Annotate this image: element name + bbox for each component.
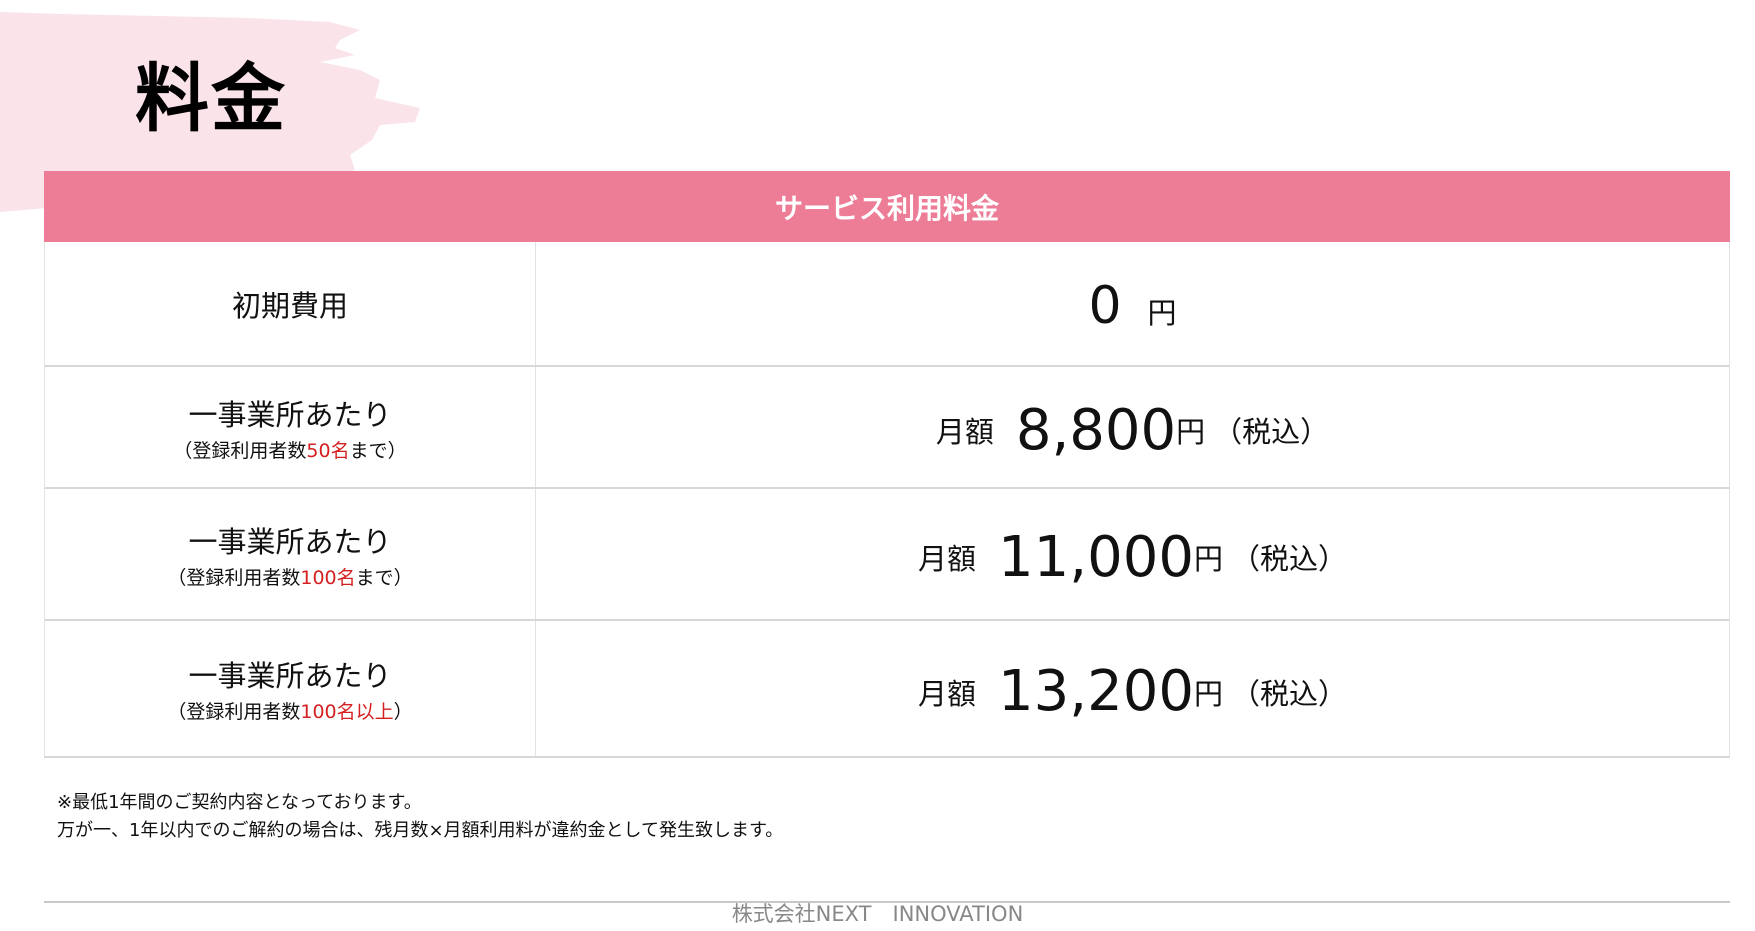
amount: 0 [1088,276,1122,336]
tax-note: （税込） [1230,542,1347,576]
row-label: 初期費用 [231,288,348,323]
row-label: 一事業所あたり [188,524,392,559]
table-row-initial-fee: 初期費用 0 円 [44,242,1730,367]
monthly-label: 月額 [935,415,994,449]
row-sublabel: （登録利用者数100名まで） [167,566,413,589]
row-label: 一事業所あたり [188,397,392,432]
unit: 円 [1193,542,1223,576]
note-line: 万が一、1年以内でのご解約の場合は、残月数×月額利用料が違約金として発生致します… [57,820,784,841]
tax-note: （税込） [1230,676,1347,711]
row-label: 一事業所あたり [188,659,392,693]
contract-notes: ※最低1年間のご契約内容となっております。 万が一、1年以内でのご解約の場合は、… [57,789,783,845]
footer-divider [44,901,1730,903]
amount: 13,200 [998,659,1194,724]
footer-company: 株式会社NEXT INNOVATION [731,902,1024,926]
table-row-plan-50: 一事業所あたり （登録利用者数50名まで） 月額 8,800 円（税込） [44,367,1730,489]
monthly-label: 月額 [918,542,977,576]
table-row-plan-100-plus: 一事業所あたり （登録利用者数100名以上） 月額 13,200 円（税込） [44,621,1730,758]
amount: 8,800 [1015,397,1177,463]
table-header: サービス利用料金 [44,171,1730,242]
amount: 11,000 [998,524,1194,590]
brush-decoration [0,12,420,212]
page-title: 料金 [135,56,287,142]
pricing-table: サービス利用料金 初期費用 0 円 一事業所あたり （登録利用者数50名まで） … [44,171,1730,758]
unit: 円 [1193,676,1223,711]
unit: 円 [1147,296,1177,330]
tax-note: （税込） [1213,415,1330,449]
unit: 円 [1176,415,1206,449]
note-line: ※最低1年間のご契約内容となっております。 [57,792,422,813]
table-row-plan-100: 一事業所あたり （登録利用者数100名まで） 月額 11,000 円（税込） [44,489,1730,621]
row-sublabel: （登録利用者数100名以上） [167,701,413,723]
monthly-label: 月額 [918,676,977,711]
row-sublabel: （登録利用者数50名まで） [173,439,407,462]
